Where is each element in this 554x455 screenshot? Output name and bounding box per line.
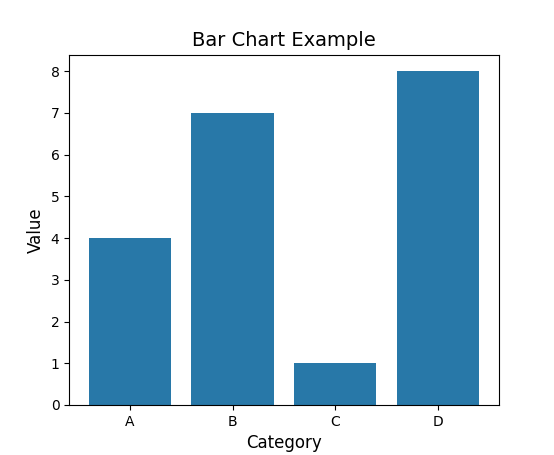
Title: Bar Chart Example: Bar Chart Example xyxy=(192,31,376,50)
X-axis label: Category: Category xyxy=(246,434,322,452)
Bar xyxy=(294,363,376,405)
Y-axis label: Value: Value xyxy=(27,207,45,253)
Bar xyxy=(89,238,171,405)
Bar xyxy=(192,113,274,405)
Bar xyxy=(397,71,479,405)
